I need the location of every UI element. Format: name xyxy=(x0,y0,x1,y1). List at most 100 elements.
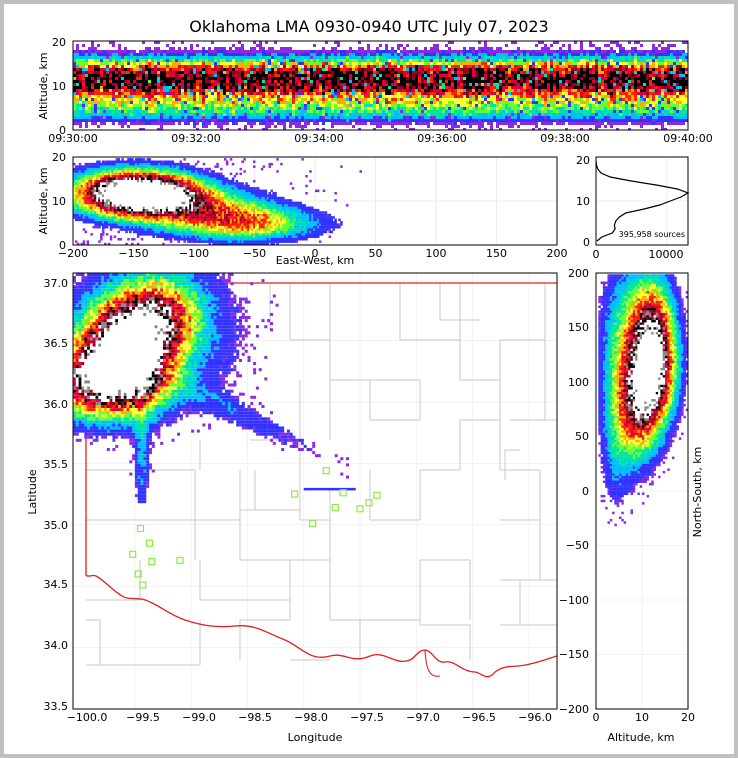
density-cell xyxy=(541,89,544,92)
density-cell xyxy=(139,110,142,113)
density-cell xyxy=(556,74,559,77)
density-cell xyxy=(268,125,271,128)
density-cell xyxy=(91,65,94,68)
density-cell xyxy=(604,83,607,86)
density-cell xyxy=(538,92,541,95)
density-cell xyxy=(475,53,478,56)
density-cell xyxy=(214,53,217,56)
density-cell xyxy=(193,101,196,104)
density-cell xyxy=(319,119,322,122)
density-cell xyxy=(433,98,436,101)
density-cell xyxy=(91,110,94,113)
density-cell xyxy=(94,98,97,101)
density-cell xyxy=(121,50,124,53)
density-cell xyxy=(463,113,466,116)
density-cell xyxy=(499,47,502,50)
density-cell xyxy=(379,53,382,56)
density-cell xyxy=(478,110,481,113)
density-cell xyxy=(247,113,250,116)
density-cell xyxy=(169,65,172,68)
density-cell xyxy=(643,104,646,107)
density-cell xyxy=(154,101,157,104)
density-cell xyxy=(331,53,334,56)
density-cell xyxy=(346,92,349,95)
density-cell xyxy=(145,71,148,74)
density-cell xyxy=(253,110,256,113)
density-cell xyxy=(535,98,538,101)
density-cell xyxy=(73,110,76,113)
density-cell xyxy=(445,110,448,113)
density-cell xyxy=(274,101,277,104)
density-cell xyxy=(574,53,577,56)
density-cell xyxy=(169,113,172,116)
density-cell xyxy=(97,116,100,119)
density-cell xyxy=(490,107,493,110)
density-cell xyxy=(634,77,637,80)
density-cell xyxy=(550,116,553,119)
density-cell xyxy=(94,53,97,56)
density-cell xyxy=(103,92,106,95)
density-cell xyxy=(268,116,271,119)
density-cell xyxy=(646,77,649,80)
density-cell xyxy=(190,101,193,104)
density-cell xyxy=(448,92,451,95)
density-cell xyxy=(118,77,121,80)
density-cell xyxy=(247,74,250,77)
density-cell xyxy=(163,98,166,101)
density-cell xyxy=(442,89,445,92)
density-cell xyxy=(340,86,343,89)
density-cell xyxy=(466,113,469,116)
density-cell xyxy=(517,107,520,110)
density-cell xyxy=(139,74,142,77)
density-cell xyxy=(226,77,229,80)
density-cell xyxy=(73,107,76,110)
density-cell xyxy=(643,98,646,101)
density-cell xyxy=(526,95,529,98)
density-cell xyxy=(454,110,457,113)
density-cell xyxy=(127,53,130,56)
density-cell xyxy=(154,119,157,122)
density-cell xyxy=(451,104,454,107)
density-cell xyxy=(187,56,190,59)
density-cell xyxy=(253,92,256,95)
density-cell xyxy=(259,104,262,107)
density-cell xyxy=(307,107,310,110)
density-cell xyxy=(508,95,511,98)
density-cell xyxy=(427,119,430,122)
density-cell xyxy=(325,77,328,80)
density-cell xyxy=(163,110,166,113)
density-cell xyxy=(592,104,595,107)
density-cell xyxy=(76,44,79,47)
density-cell xyxy=(268,59,271,62)
density-cell xyxy=(511,119,514,122)
density-cell xyxy=(250,89,253,92)
density-cell xyxy=(535,104,538,107)
density-cell xyxy=(496,98,499,101)
density-cell xyxy=(454,83,457,86)
density-cell xyxy=(340,68,343,71)
density-cell xyxy=(346,113,349,116)
density-cell xyxy=(535,95,538,98)
density-cell xyxy=(136,116,139,119)
density-cell xyxy=(544,68,547,71)
density-cell xyxy=(487,50,490,53)
density-cell xyxy=(328,113,331,116)
density-cell xyxy=(79,65,82,68)
density-cell xyxy=(409,68,412,71)
density-cell xyxy=(418,56,421,59)
density-cell xyxy=(559,119,562,122)
density-cell xyxy=(166,116,169,119)
density-cell xyxy=(322,92,325,95)
density-cell xyxy=(286,80,289,83)
density-cell xyxy=(298,56,301,59)
density-cell xyxy=(481,116,484,119)
density-cell xyxy=(352,95,355,98)
density-cell xyxy=(268,122,271,125)
density-cell xyxy=(469,125,472,128)
density-cell xyxy=(481,86,484,89)
density-cell xyxy=(598,116,601,119)
density-cell xyxy=(367,77,370,80)
density-cell xyxy=(601,92,604,95)
density-cell xyxy=(319,59,322,62)
density-cell xyxy=(583,50,586,53)
